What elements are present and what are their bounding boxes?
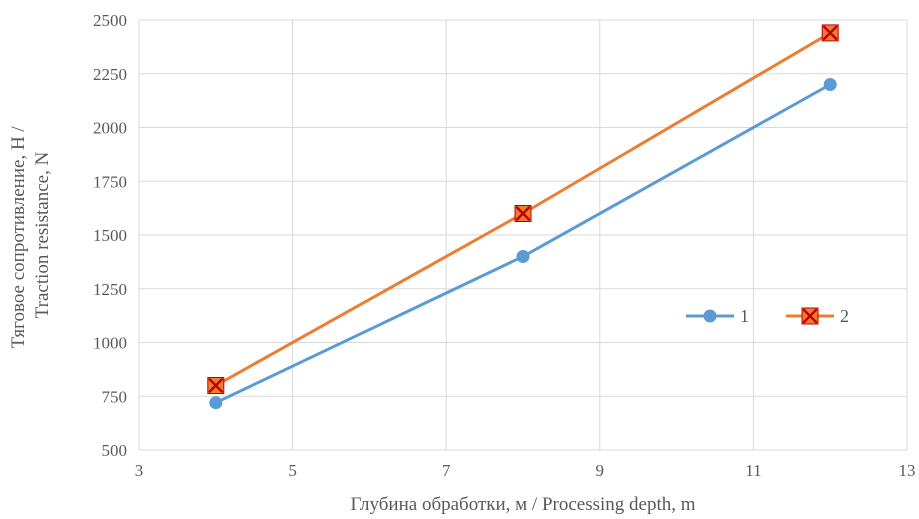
x-tick-labels: 3 5 7 9 11 13 bbox=[135, 461, 916, 480]
x-tick-label: 11 bbox=[745, 461, 761, 480]
data-point-series-1 bbox=[209, 396, 223, 410]
legend-marker-1 bbox=[703, 309, 717, 323]
y-tick-label: 2250 bbox=[93, 65, 127, 84]
series-2 bbox=[207, 24, 839, 394]
y-tick-label: 1000 bbox=[93, 334, 127, 353]
legend-label-1: 1 bbox=[740, 306, 749, 326]
data-point-series-2 bbox=[514, 205, 532, 222]
y-tick-label: 1750 bbox=[93, 172, 127, 191]
data-point-series-2 bbox=[207, 377, 225, 394]
y-axis-title-line-1: Тяговое сопротивление, Н / bbox=[8, 126, 29, 349]
legend-marker-2-cross bbox=[802, 308, 818, 324]
x-tick-label: 9 bbox=[596, 461, 605, 480]
data-point-series-2-cross bbox=[823, 25, 838, 41]
y-tick-label: 1250 bbox=[93, 280, 127, 299]
y-tick-label: 2500 bbox=[93, 11, 127, 30]
x-axis-title: Глубина обработки, м / Processing depth,… bbox=[350, 494, 695, 515]
legend-label-2: 2 bbox=[840, 306, 849, 326]
legend-marker-2 bbox=[801, 307, 819, 325]
y-tick-label: 500 bbox=[102, 441, 128, 460]
x-tick-label: 13 bbox=[899, 461, 916, 480]
gridlines bbox=[138, 19, 908, 451]
data-point-series-1 bbox=[516, 250, 530, 263]
y-tick-label: 750 bbox=[102, 387, 128, 406]
series-1 bbox=[209, 78, 837, 410]
y-tick-label: 2000 bbox=[93, 119, 127, 138]
y-axis-title: Тяговое сопротивление, Н / Traction resi… bbox=[8, 122, 53, 349]
x-tick-label: 5 bbox=[288, 461, 297, 480]
series-layer bbox=[207, 24, 839, 410]
legend-item-2: 2 bbox=[786, 306, 849, 326]
y-tick-label: 1500 bbox=[93, 226, 127, 245]
x-tick-label: 3 bbox=[135, 461, 144, 480]
x-tick-label: 7 bbox=[442, 461, 451, 480]
data-point-series-2-cross bbox=[515, 206, 531, 221]
legend-item-1: 1 bbox=[686, 306, 749, 326]
data-point-series-2 bbox=[821, 24, 839, 42]
data-point-series-1 bbox=[823, 78, 837, 91]
y-axis-title-line-2: Traction resistance, N bbox=[32, 151, 53, 318]
y-tick-labels: 500 750 1000 1250 1500 1750 2000 2250 2500 bbox=[93, 11, 127, 460]
data-point-series-2-cross bbox=[208, 378, 223, 393]
